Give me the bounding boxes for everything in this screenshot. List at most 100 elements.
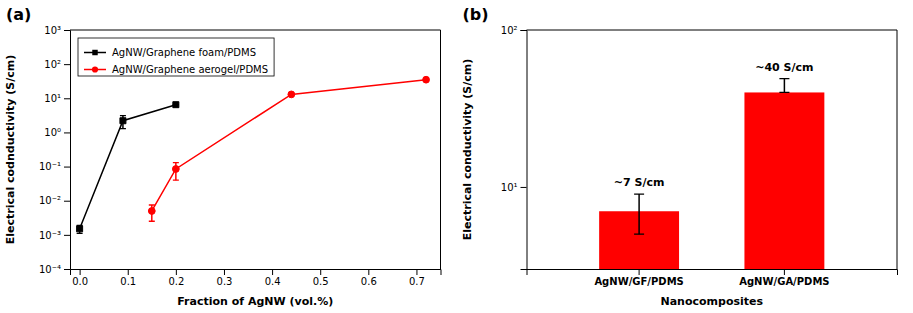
tick-label: 10⁰ — [44, 127, 61, 138]
tick-mark — [64, 98, 70, 99]
tick: 10¹ — [44, 93, 70, 104]
error-cap — [120, 128, 126, 129]
axis-line — [71, 270, 442, 276]
tick-label: 10² — [501, 25, 518, 36]
tick-label: 10³ — [44, 25, 61, 36]
tick-mark — [64, 30, 70, 31]
x-axis: 0.0 0.1 0.2 0.3 0.4 0.5 0.6 0.7 — [71, 269, 442, 287]
marker — [173, 102, 179, 108]
tick: 0.7 — [409, 269, 425, 287]
axis-line — [527, 270, 898, 276]
legend: AgNW/Graphene foam/PDMS AgNW/Graphene aer… — [78, 38, 274, 76]
tick-label: 0.2 — [168, 276, 184, 287]
tick: 0.5 — [313, 269, 329, 287]
series-line — [152, 80, 426, 211]
tick-mark — [521, 187, 527, 188]
tick: 0.4 — [265, 269, 281, 287]
tick-label: 10² — [44, 59, 61, 70]
series-line — [80, 105, 176, 229]
tick-label: AgNW/GA/PDMS — [739, 276, 829, 287]
axis-line — [64, 31, 71, 270]
tick-label: 0.3 — [217, 276, 233, 287]
marker — [148, 208, 155, 215]
tick: 0.1 — [120, 269, 136, 287]
tick-mark — [224, 269, 225, 275]
tick-label: 0.5 — [313, 276, 329, 287]
marker — [172, 166, 179, 173]
legend-swatch — [92, 66, 98, 72]
marker — [423, 76, 430, 83]
tick: 10² — [44, 59, 70, 70]
error-cap — [77, 233, 83, 234]
tick-label: 0.6 — [361, 276, 377, 287]
axis-line — [521, 31, 528, 270]
tick-mark — [784, 269, 785, 275]
tick-label: 10⁻² — [39, 195, 61, 206]
bar — [744, 92, 824, 269]
y-axis: 10¹ 10² — [501, 25, 527, 270]
tick-label: 0.4 — [265, 276, 281, 287]
tick-mark — [80, 269, 81, 275]
tick-mark — [272, 269, 273, 275]
error-cap — [120, 115, 126, 116]
tick-mark — [320, 269, 321, 275]
y-axis-title: Electrical conductivity (S/cm) — [461, 59, 474, 241]
tick-label: AgNW/GF/PDMS — [594, 276, 683, 287]
legend-item: AgNW/Graphene aerogel/PDMS — [84, 64, 268, 75]
tick-mark — [639, 269, 640, 275]
tick: 10⁰ — [44, 127, 70, 138]
tick: AgNW/GA/PDMS — [739, 269, 829, 287]
marker — [77, 226, 83, 232]
error-cap — [779, 92, 789, 93]
y-axis: 10⁻⁴ 10⁻³ 10⁻² 10⁻¹ 10⁰ 10¹ 10² 10³ — [39, 25, 71, 275]
plot-area — [77, 76, 430, 233]
legend-label: AgNW/Graphene foam/PDMS — [112, 47, 256, 58]
plot-frame — [440, 30, 441, 269]
annotation: ~40 S/cm — [755, 61, 813, 74]
series — [77, 102, 179, 234]
legend-label: AgNW/Graphene aerogel/PDMS — [112, 64, 268, 75]
panel-title: (a) — [6, 5, 31, 24]
marker — [120, 118, 126, 124]
x-axis: AgNW/GF/PDMS AgNW/GA/PDMS — [527, 269, 898, 287]
tick: AgNW/GF/PDMS — [594, 269, 683, 287]
error-cap — [634, 193, 644, 194]
annotation: ~7 S/cm — [614, 176, 665, 189]
tick-label: 10⁻¹ — [39, 161, 61, 172]
plot-frame — [897, 30, 898, 269]
tick: 10⁻³ — [39, 230, 70, 241]
tick: 10⁻² — [39, 195, 70, 206]
x-axis-title: Fraction of AgNW (vol.%) — [177, 295, 333, 308]
plot-frame — [70, 30, 441, 31]
tick-label: 0.1 — [120, 276, 136, 287]
y-axis-title: Electrical codnductivity (S/cm) — [4, 55, 17, 244]
legend-swatch — [92, 50, 97, 55]
error-cap — [149, 204, 155, 205]
plot-area — [599, 79, 824, 269]
error-cap — [779, 78, 789, 79]
series — [148, 76, 429, 221]
tick: 10² — [501, 25, 527, 36]
error-cap — [173, 180, 179, 181]
figure: (a) Fraction of AgNW (vol.%) Electrical co… — [0, 0, 913, 313]
legend-item: AgNW/Graphene foam/PDMS — [84, 47, 256, 58]
error-cap — [634, 234, 644, 235]
tick-mark — [368, 269, 369, 275]
tick-mark — [64, 167, 70, 168]
panel: (a) Fraction of AgNW (vol.%) Electrical co… — [4, 5, 441, 308]
tick-mark — [64, 64, 70, 65]
tick-mark — [64, 201, 70, 202]
tick-label: 0.7 — [409, 276, 425, 287]
tick-mark — [128, 269, 129, 275]
tick: 0.2 — [168, 269, 184, 287]
tick-label: 0.0 — [72, 276, 88, 287]
tick-mark — [64, 132, 70, 133]
tick: 10⁻⁴ — [39, 264, 70, 275]
tick-mark — [176, 269, 177, 275]
tick: 10¹ — [501, 182, 527, 193]
tick: 0.6 — [361, 269, 377, 287]
tick-label: 10¹ — [501, 182, 518, 193]
plot-frame — [527, 30, 898, 31]
tick-label: 10⁻⁴ — [39, 264, 61, 275]
error-bar — [784, 79, 786, 93]
